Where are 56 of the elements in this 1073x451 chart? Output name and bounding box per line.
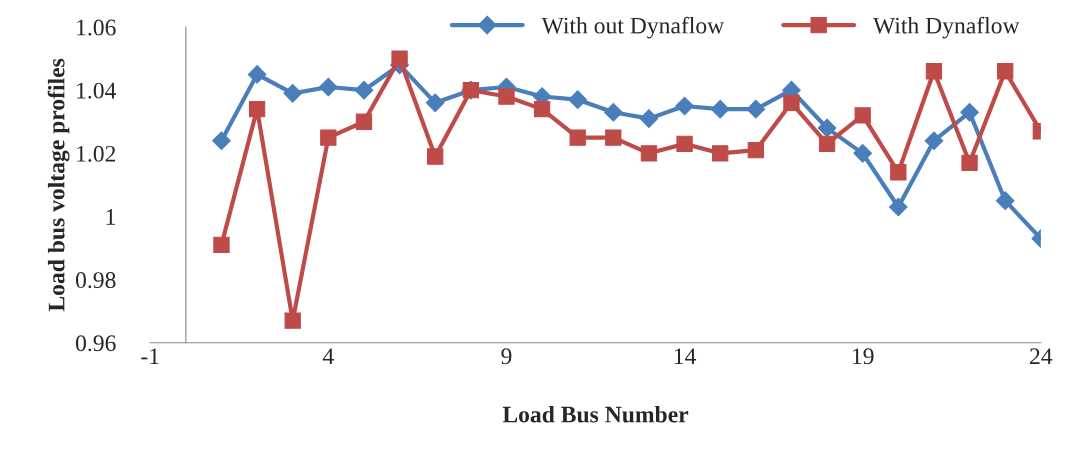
point [569, 129, 586, 146]
point [890, 164, 907, 181]
point [676, 135, 693, 153]
x-tick-label: 19 [852, 348, 874, 365]
point [888, 197, 908, 217]
point [995, 191, 1015, 211]
point [712, 145, 729, 162]
y-tick-label: 1.02 [77, 145, 116, 162]
point [640, 145, 658, 162]
point [853, 143, 873, 163]
x-axis-title: Load Bus Number [502, 405, 689, 423]
point [817, 118, 837, 138]
point [248, 100, 266, 118]
legend-label: With out Dynaflow [541, 16, 725, 39]
point [391, 50, 408, 67]
point [425, 93, 445, 113]
point [818, 135, 836, 153]
y-tick-label: 0.96 [75, 335, 116, 352]
point [961, 154, 978, 171]
point [498, 88, 515, 105]
x-tick-label: 14 [674, 348, 697, 365]
point [318, 77, 338, 97]
point [924, 131, 944, 151]
point [533, 100, 551, 118]
y-tick-label: 1.06 [77, 19, 116, 36]
x-tick-label: 4 [322, 348, 334, 365]
y-tick-label: 1 [106, 209, 115, 225]
point [747, 142, 764, 159]
point [354, 80, 374, 100]
y-tick-label: 1.04 [77, 82, 117, 99]
point [997, 63, 1014, 80]
point [783, 94, 800, 111]
point [603, 102, 623, 122]
point [960, 102, 979, 122]
point [284, 312, 301, 329]
point [639, 109, 659, 128]
point [247, 65, 267, 84]
point [710, 99, 730, 119]
point [925, 63, 943, 80]
point [355, 113, 373, 130]
x-tick-label: -1 [141, 348, 159, 365]
point [605, 129, 622, 146]
point [212, 131, 231, 151]
y-axis-title: Load bus voltage profiles [47, 58, 70, 312]
point [283, 84, 303, 103]
y-tick-label: 0.98 [75, 272, 116, 289]
point [854, 107, 871, 124]
point [213, 236, 230, 254]
point [320, 129, 337, 146]
point [568, 90, 588, 110]
point [427, 148, 444, 165]
point [675, 96, 694, 116]
legend-label: With Dynaflow [872, 16, 1020, 39]
x-tick-label: 9 [501, 348, 512, 365]
point [746, 99, 766, 119]
x-tick-label: 24 [1030, 348, 1053, 365]
